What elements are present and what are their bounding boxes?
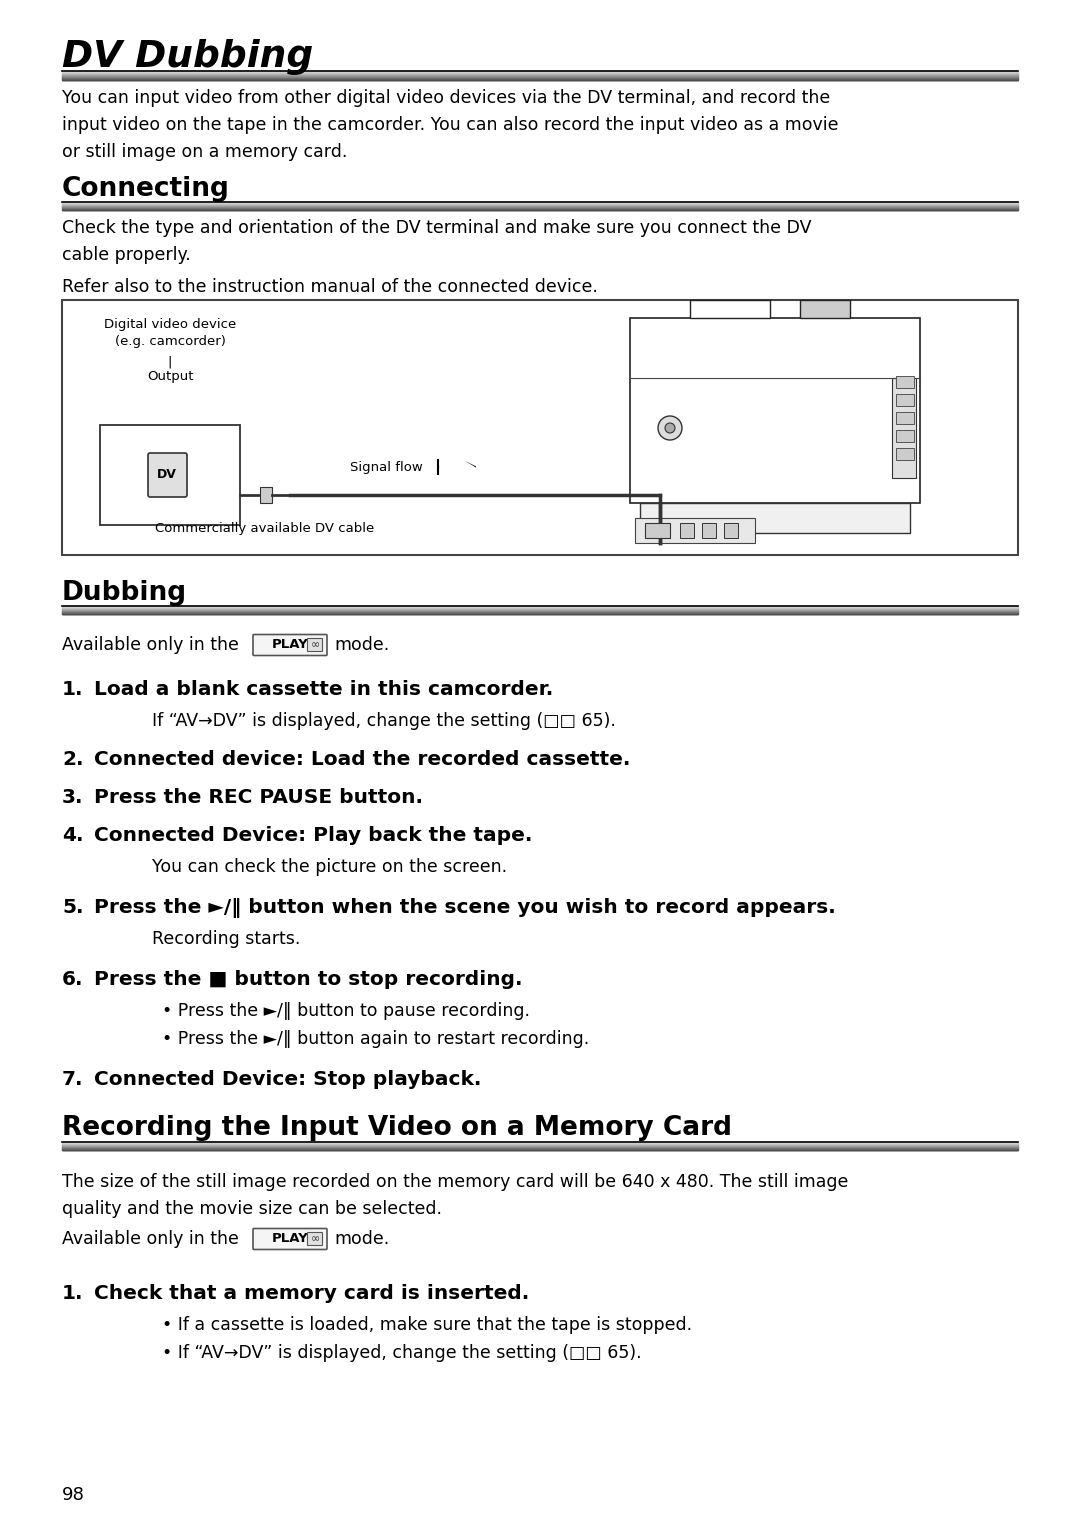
Bar: [630, 318, 920, 503]
Text: 2.: 2.: [62, 750, 83, 769]
Circle shape: [658, 416, 681, 440]
Bar: [892, 377, 916, 479]
Bar: [645, 523, 670, 538]
Text: 3.: 3.: [62, 788, 83, 807]
Bar: [724, 523, 738, 538]
Bar: [100, 425, 240, 525]
Bar: [62, 301, 1018, 555]
Text: 1.: 1.: [62, 680, 83, 700]
FancyBboxPatch shape: [308, 638, 323, 652]
Text: 6.: 6.: [62, 969, 83, 989]
Bar: [260, 486, 272, 503]
Text: Recording the Input Video on a Memory Card: Recording the Input Video on a Memory Ca…: [62, 1115, 732, 1141]
Text: input video on the tape in the camcorder. You can also record the input video as: input video on the tape in the camcorder…: [62, 117, 838, 133]
Text: If “AV→DV” is displayed, change the setting (□□ 65).: If “AV→DV” is displayed, change the sett…: [152, 712, 616, 730]
Bar: [702, 523, 716, 538]
Text: Signal flow: Signal flow: [350, 460, 422, 474]
Text: • If “AV→DV” is displayed, change the setting (□□ 65).: • If “AV→DV” is displayed, change the se…: [162, 1344, 642, 1362]
Text: Connected device: Load the recorded cassette.: Connected device: Load the recorded cass…: [94, 750, 631, 769]
Text: Connected Device: Play back the tape.: Connected Device: Play back the tape.: [94, 825, 532, 845]
Text: You can check the picture on the screen.: You can check the picture on the screen.: [152, 858, 508, 876]
FancyBboxPatch shape: [253, 1229, 327, 1250]
Text: 7.: 7.: [62, 1071, 83, 1089]
Text: Press the ■ button to stop recording.: Press the ■ button to stop recording.: [94, 969, 523, 989]
Text: quality and the movie size can be selected.: quality and the movie size can be select…: [62, 1200, 442, 1218]
Text: • Press the ►/‖ button again to restart recording.: • Press the ►/‖ button again to restart …: [162, 1029, 590, 1048]
Text: 4.: 4.: [62, 825, 83, 845]
Text: cable properly.: cable properly.: [62, 245, 191, 264]
Text: Check the type and orientation of the DV terminal and make sure you connect the : Check the type and orientation of the DV…: [62, 219, 811, 236]
Text: Load a blank cassette in this camcorder.: Load a blank cassette in this camcorder.: [94, 680, 553, 700]
FancyBboxPatch shape: [148, 453, 187, 497]
Text: ∞: ∞: [310, 1233, 320, 1244]
Text: Press the REC PAUSE button.: Press the REC PAUSE button.: [94, 788, 423, 807]
Text: Output: Output: [147, 370, 193, 384]
Text: PLAY: PLAY: [272, 638, 309, 652]
Text: • If a cassette is loaded, make sure that the tape is stopped.: • If a cassette is loaded, make sure tha…: [162, 1316, 692, 1335]
Text: Connecting: Connecting: [62, 176, 230, 202]
Bar: [635, 518, 755, 543]
Text: mode.: mode.: [334, 637, 389, 653]
Bar: [690, 301, 770, 318]
Text: Dubbing: Dubbing: [62, 580, 187, 606]
Text: You can input video from other digital video devices via the DV terminal, and re: You can input video from other digital v…: [62, 89, 831, 107]
Text: 1.: 1.: [62, 1284, 83, 1302]
FancyBboxPatch shape: [308, 1232, 323, 1246]
Text: Available only in the: Available only in the: [62, 1230, 239, 1249]
Text: 5.: 5.: [62, 897, 83, 917]
Text: (e.g. camcorder): (e.g. camcorder): [114, 334, 226, 348]
FancyArrowPatch shape: [441, 460, 475, 477]
Text: Commercially available DV cable: Commercially available DV cable: [156, 522, 375, 535]
Text: or still image on a memory card.: or still image on a memory card.: [62, 143, 348, 161]
Bar: [896, 413, 914, 423]
Text: • Press the ►/‖ button to pause recording.: • Press the ►/‖ button to pause recordin…: [162, 1002, 530, 1020]
Bar: [640, 503, 910, 532]
Bar: [896, 394, 914, 407]
FancyBboxPatch shape: [253, 635, 327, 655]
Circle shape: [665, 423, 675, 433]
Text: ∞: ∞: [310, 640, 320, 650]
Text: DV Dubbing: DV Dubbing: [62, 38, 313, 75]
Bar: [896, 430, 914, 442]
Text: |: |: [167, 354, 172, 368]
Text: 98: 98: [62, 1486, 85, 1503]
Bar: [896, 448, 914, 460]
Bar: [800, 301, 850, 318]
Text: Available only in the: Available only in the: [62, 637, 239, 653]
Text: Check that a memory card is inserted.: Check that a memory card is inserted.: [94, 1284, 529, 1302]
Text: Digital video device: Digital video device: [104, 318, 237, 331]
Text: The size of the still image recorded on the memory card will be 640 x 480. The s: The size of the still image recorded on …: [62, 1174, 849, 1190]
Text: Refer also to the instruction manual of the connected device.: Refer also to the instruction manual of …: [62, 278, 598, 296]
Text: Recording starts.: Recording starts.: [152, 930, 300, 948]
Bar: [896, 376, 914, 388]
Text: mode.: mode.: [334, 1230, 389, 1249]
Text: DV: DV: [157, 468, 177, 482]
Bar: [680, 523, 694, 538]
Text: Connected Device: Stop playback.: Connected Device: Stop playback.: [94, 1071, 482, 1089]
Text: PLAY: PLAY: [272, 1232, 309, 1246]
Text: Press the ►/‖ button when the scene you wish to record appears.: Press the ►/‖ button when the scene you …: [94, 897, 836, 917]
